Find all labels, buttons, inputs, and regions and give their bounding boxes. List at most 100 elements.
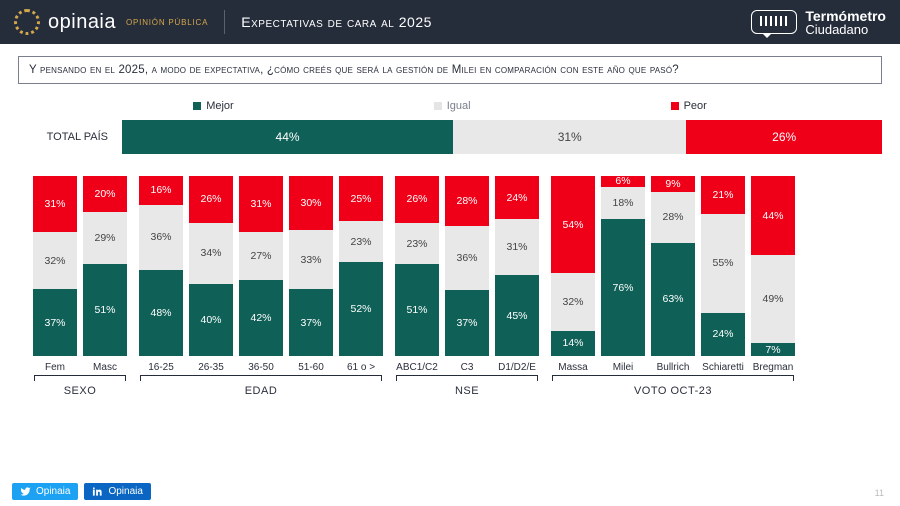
brand-ring-icon	[14, 9, 40, 35]
seg-igual: 34%	[189, 223, 233, 284]
brand-name: opinaia	[48, 11, 116, 34]
column-label: 26-35	[198, 362, 224, 373]
group-underline	[396, 375, 538, 381]
product-text: Termómetro Ciudadano	[805, 9, 886, 36]
group-voto-oct-23: 14%32%54%Massa76%18%6%Milei63%28%9%Bullr…	[550, 176, 796, 397]
seg-peor: 16%	[139, 176, 183, 205]
bars-wrap: 14%32%54%Massa76%18%6%Milei63%28%9%Bullr…	[550, 176, 796, 373]
seg-igual: 29%	[83, 212, 127, 264]
total-mejor: 44%	[122, 120, 453, 154]
stack: 14%32%54%	[551, 176, 595, 356]
column: 51%23%26% ABC1/C2	[394, 176, 440, 373]
seg-igual: 33%	[289, 230, 333, 289]
column-label: Fem	[45, 362, 65, 373]
column: 45%31%24%D1/D2/E	[494, 176, 540, 373]
stack: 52%23%25%	[339, 176, 383, 356]
group-underline	[34, 375, 126, 381]
seg-mejor: 51%	[83, 264, 127, 356]
bars-wrap: 51%23%26% ABC1/C2 37%36%28%C345%31%24%D1/D…	[394, 176, 540, 373]
page-title: Expectativas de cara al 2025	[241, 14, 751, 30]
page-number: 11	[875, 488, 884, 498]
seg-igual: 23%	[339, 221, 383, 262]
column: 7%49%44% Bregman	[750, 176, 796, 373]
seg-mejor: 37%	[445, 290, 489, 356]
product-badge: Termómetro Ciudadano	[751, 9, 886, 36]
group-edad: 48%36%16%16-2540%34%26%26-3542%27%31%36-…	[138, 176, 384, 397]
seg-igual: 18%	[601, 187, 645, 219]
seg-igual: 49%	[751, 255, 795, 343]
column-label: Masc	[93, 362, 117, 373]
linkedin-icon	[92, 486, 103, 497]
column-label: 36-50	[248, 362, 274, 373]
seg-peor: 31%	[239, 176, 283, 232]
seg-mejor: 63%	[651, 243, 695, 356]
stack: 24%55%21%	[701, 176, 745, 356]
group-nse: 51%23%26% ABC1/C2 37%36%28%C345%31%24%D1/D…	[394, 176, 540, 397]
header-separator	[224, 10, 225, 34]
stack: 51%23%26%	[395, 176, 439, 356]
seg-mejor: 7%	[751, 343, 795, 356]
group-label: SEXO	[64, 385, 97, 397]
seg-mejor: 37%	[33, 289, 77, 356]
twitter-label: Opinaia	[36, 486, 70, 497]
bars-wrap: 48%36%16%16-2540%34%26%26-3542%27%31%36-…	[138, 176, 384, 373]
total-peor: 26%	[686, 120, 882, 154]
seg-mejor: 14%	[551, 331, 595, 356]
seg-igual: 28%	[651, 192, 695, 242]
group-sexo: 37%32%31%Fem51%29%20%MascSEXO	[32, 176, 128, 397]
stack: 7%49%44%	[751, 176, 795, 356]
column: 40%34%26% 26-35	[188, 176, 234, 373]
brand-sub: OPINIÓN PÚBLICA	[126, 18, 208, 27]
group-underline	[552, 375, 794, 381]
group-underline	[140, 375, 382, 381]
stack: 40%34%26%	[189, 176, 233, 356]
seg-peor: 26%	[395, 176, 439, 223]
legend-peor: Peor	[671, 100, 707, 112]
seg-igual: 36%	[445, 226, 489, 290]
bars-wrap: 37%32%31%Fem51%29%20%Masc	[32, 176, 128, 373]
stack: 63%28%9%	[651, 176, 695, 356]
seg-igual: 36%	[139, 205, 183, 270]
stack: 45%31%24%	[495, 176, 539, 356]
column-label: Bregman	[753, 362, 794, 373]
seg-peor: 31%	[33, 176, 77, 232]
seg-igual: 55%	[701, 214, 745, 313]
social-footer: Opinaia Opinaia	[12, 483, 151, 500]
total-igual: 31%	[453, 120, 686, 154]
seg-mejor: 52%	[339, 262, 383, 356]
column-label: 16-25	[148, 362, 174, 373]
seg-peor: 30%	[289, 176, 333, 230]
seg-mejor: 76%	[601, 219, 645, 356]
seg-peor: 21%	[701, 176, 745, 214]
seg-mejor: 24%	[701, 313, 745, 356]
seg-igual: 32%	[551, 273, 595, 331]
seg-mejor: 40%	[189, 284, 233, 356]
group-label: EDAD	[245, 385, 278, 397]
column: 63%28%9%Bullrich	[650, 176, 696, 373]
column: 37%36%28%C3	[444, 176, 490, 373]
seg-peor: 9%	[651, 176, 695, 192]
column-label: ABC1/C2	[396, 362, 438, 373]
seg-peor: 26%	[189, 176, 233, 223]
group-label: NSE	[455, 385, 479, 397]
seg-mejor: 48%	[139, 270, 183, 356]
seg-igual: 32%	[33, 232, 77, 290]
brand-logo: opinaia OPINIÓN PÚBLICA	[14, 9, 208, 35]
seg-igual: 27%	[239, 232, 283, 281]
stack: 37%36%28%	[445, 176, 489, 356]
column: 37%32%31% Fem	[32, 176, 78, 373]
column: 48%36%16% 16-25	[138, 176, 184, 373]
column-label: 61 o >	[347, 362, 375, 373]
groups-row: 37%32%31%Fem51%29%20%MascSEXO48%36%16%16…	[32, 176, 868, 397]
column: 14%32%54%Massa	[550, 176, 596, 373]
seg-peor: 25%	[339, 176, 383, 221]
seg-igual: 31%	[495, 219, 539, 275]
column: 42%27%31%36-50	[238, 176, 284, 373]
legend-mejor: Mejor	[193, 100, 234, 112]
seg-mejor: 45%	[495, 275, 539, 356]
twitter-link[interactable]: Opinaia	[12, 483, 78, 500]
column: 37%33%30%51-60	[288, 176, 334, 373]
total-hbar: 44%31%26%	[122, 120, 882, 154]
seg-peor: 6%	[601, 176, 645, 187]
linkedin-link[interactable]: Opinaia	[84, 483, 150, 500]
